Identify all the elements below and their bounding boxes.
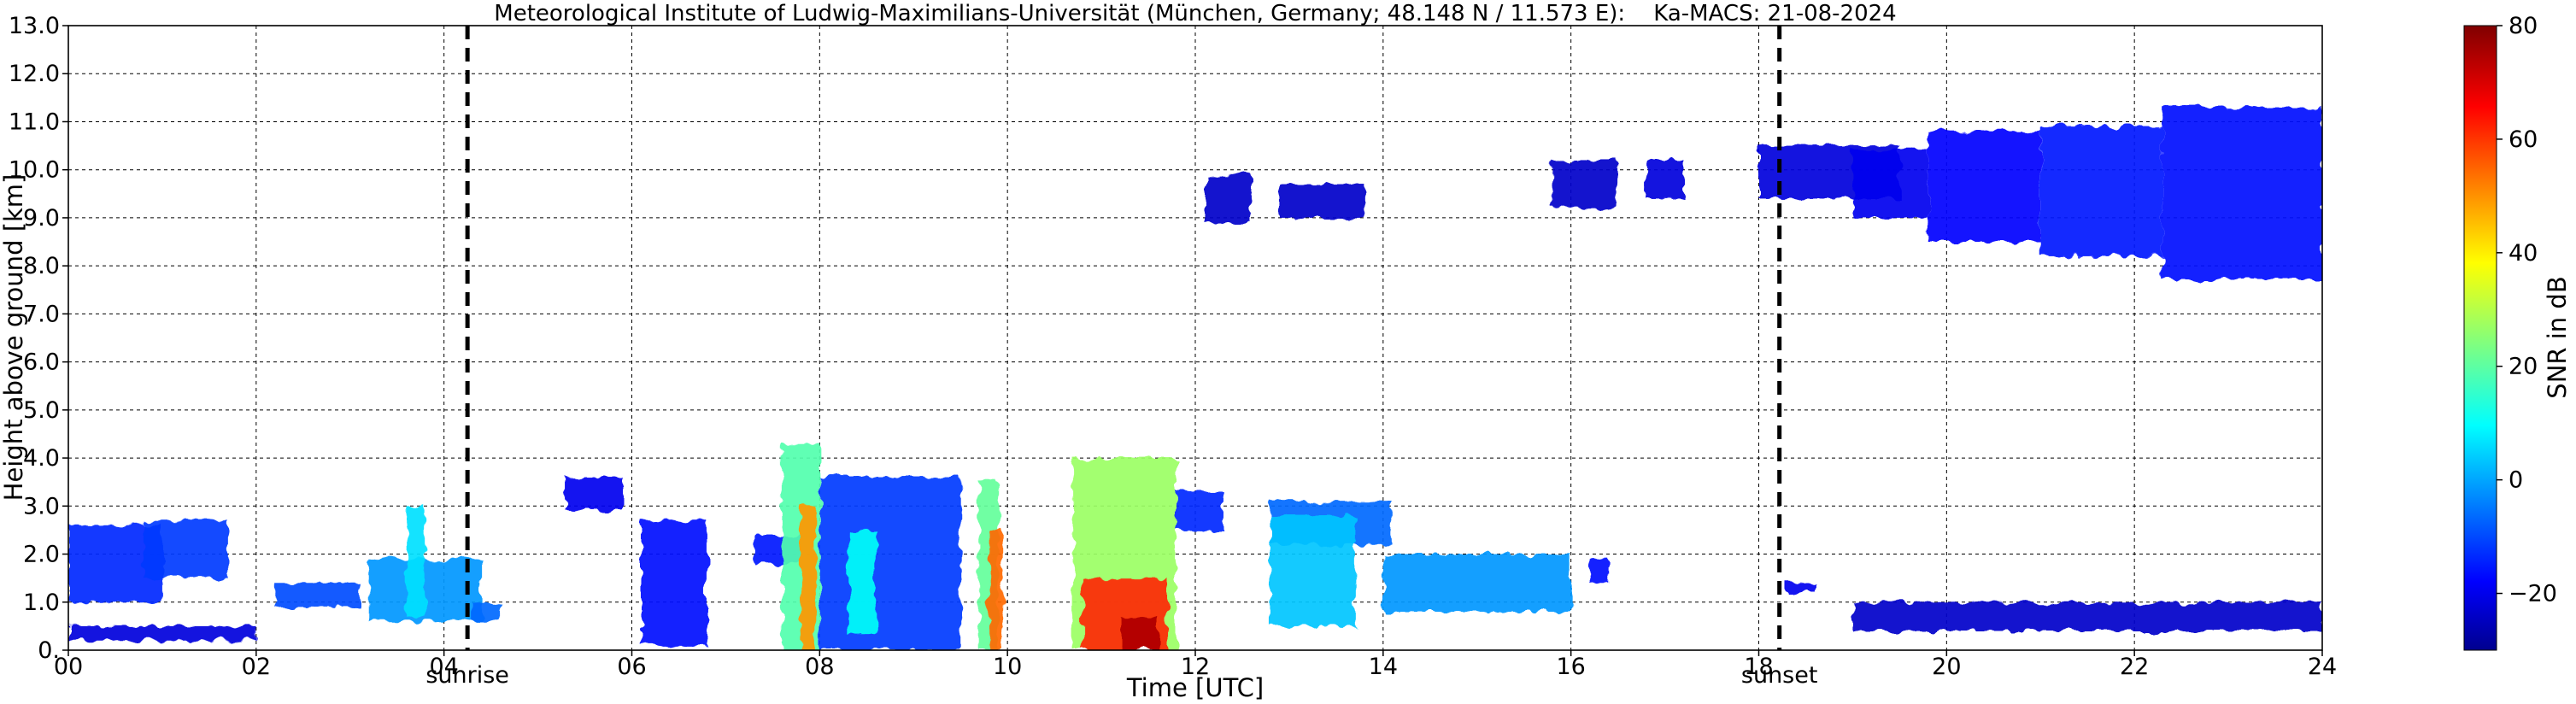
echo-region [641, 520, 707, 646]
colorbar-ticks: −20 0 20 40 60 80 [2497, 13, 2557, 607]
colorbar-tick-label: 0 [2509, 467, 2523, 494]
echo-region [68, 625, 256, 641]
echo-region [566, 477, 623, 511]
echo-regions [68, 107, 2322, 650]
echo-region [1589, 559, 1609, 584]
x-tick-label: 04 [429, 654, 458, 680]
x-tick-label: 10 [993, 654, 1022, 680]
echo-region [1382, 554, 1571, 613]
echo-region [1120, 616, 1159, 650]
y-tick-label: 7.0 [23, 301, 60, 327]
y-tick-label: 0. [38, 637, 60, 664]
x-tick-label: 08 [805, 654, 834, 680]
echo-region [1204, 174, 1252, 223]
colorbar: −20 0 20 40 60 80 SNR in dB [2463, 13, 2572, 651]
colorbar-tick-label: 60 [2509, 126, 2538, 153]
y-tick-label: 5.0 [23, 397, 60, 424]
echo-region [848, 530, 877, 637]
colorbar-label: SNR in dB [2543, 276, 2572, 398]
y-axis-ticks: 0. 1.0 2.0 3.0 4.0 5.0 6.0 7.0 8.0 9.0 10.0 11.0 12.… [9, 13, 68, 664]
echo-region [1852, 601, 2322, 631]
x-tick-label: 22 [2120, 654, 2149, 680]
echo-region [472, 601, 501, 622]
y-tick-label: 9.0 [23, 205, 60, 232]
x-tick-label: 16 [1556, 654, 1585, 680]
y-tick-label: 12.0 [9, 61, 60, 87]
echo-region [1787, 583, 1816, 593]
colorbar-gradient [2464, 26, 2497, 650]
y-tick-label: 2.0 [23, 542, 60, 568]
sun-markers: sunrise sunset [425, 26, 1817, 689]
x-tick-label: 12 [1181, 654, 1210, 680]
echo-region [1279, 184, 1364, 218]
x-axis-ticks: 00 02 04 06 08 10 12 14 16 18 20 22 24 [54, 650, 2337, 680]
y-tick-label: 13.0 [9, 13, 60, 39]
colorbar-tick-label: −20 [2509, 581, 2557, 607]
colorbar-tick-label: 20 [2509, 354, 2538, 380]
x-tick-label: 18 [1744, 654, 1773, 680]
sun-marker-label: sunset [1741, 662, 1818, 689]
x-tick-label: 06 [617, 654, 646, 680]
colorbar-frame [2463, 25, 2497, 651]
y-tick-label: 3.0 [23, 493, 60, 519]
y-tick-label: 8.0 [23, 253, 60, 279]
echo-region [2162, 107, 2322, 281]
y-tick-label: 10.0 [9, 157, 60, 184]
x-tick-label: 00 [54, 654, 83, 680]
colorbar-tick-label: 40 [2509, 240, 2538, 267]
echo-region [1270, 515, 1355, 626]
echo-region [989, 530, 1003, 650]
echo-region [2040, 126, 2163, 256]
y-tick-label: 4.0 [23, 445, 60, 472]
echo-region [801, 506, 815, 650]
x-tick-label: 14 [1369, 654, 1398, 680]
chart-title: Meteorological Institute of Ludwig-Maxim… [494, 1, 1896, 26]
echo-region [1646, 160, 1684, 199]
echo-region [1928, 131, 2041, 243]
x-tick-label: 02 [242, 654, 271, 680]
plot-area: sunrise sunset [67, 25, 2323, 689]
echo-region [1177, 491, 1223, 531]
x-tick-label: 24 [2308, 654, 2337, 680]
y-tick-label: 1.0 [23, 590, 60, 616]
colorbar-tick-label: 80 [2509, 13, 2538, 39]
echo-region [1552, 160, 1618, 208]
y-tick-label: 11.0 [9, 109, 60, 135]
y-tick-label: 6.0 [23, 349, 60, 376]
x-tick-label: 20 [1932, 654, 1961, 680]
y-axis-label: Height above ground [km] [0, 174, 28, 502]
echo-region [274, 583, 360, 607]
x-axis-label: Time [UTC] [1126, 673, 1264, 702]
echo-region [1852, 150, 1928, 218]
echo-region [406, 506, 425, 617]
echo-region [819, 477, 961, 650]
echo-region [143, 520, 228, 578]
sun-marker-label: sunrise [425, 662, 509, 689]
